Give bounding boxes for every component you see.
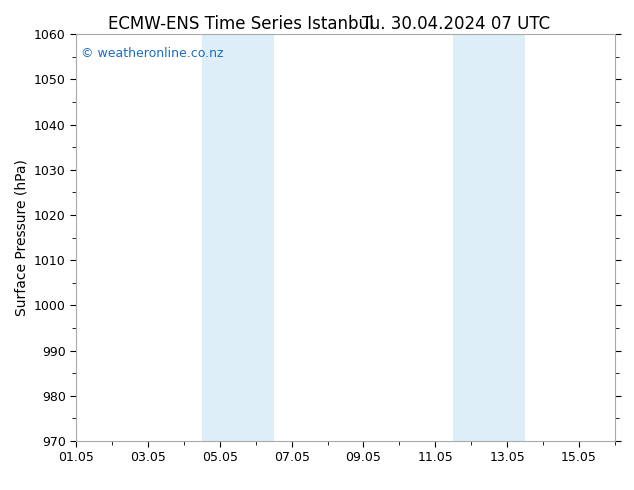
Text: © weatheronline.co.nz: © weatheronline.co.nz: [81, 47, 224, 59]
Y-axis label: Surface Pressure (hPa): Surface Pressure (hPa): [14, 159, 29, 316]
Bar: [202, 34, 274, 441]
Bar: [453, 34, 525, 441]
Text: Tu. 30.04.2024 07 UTC: Tu. 30.04.2024 07 UTC: [363, 15, 550, 33]
Text: ECMW-ENS Time Series Istanbul: ECMW-ENS Time Series Istanbul: [108, 15, 373, 33]
